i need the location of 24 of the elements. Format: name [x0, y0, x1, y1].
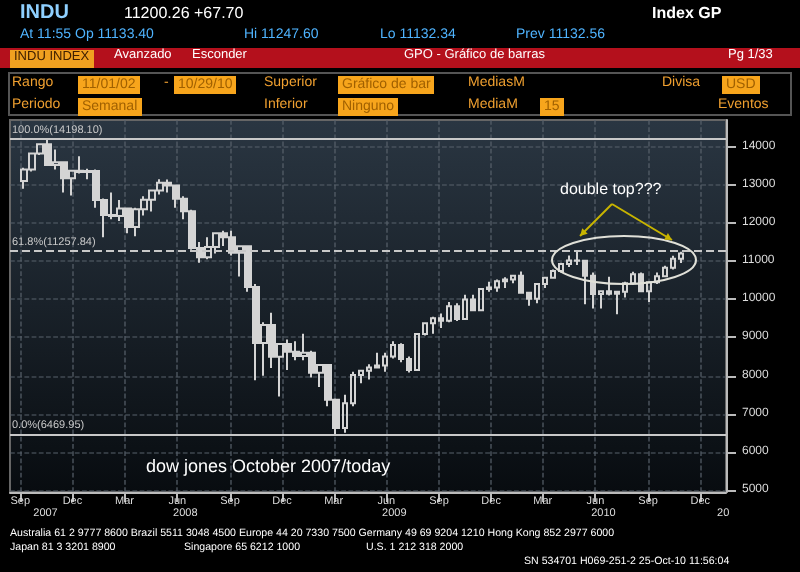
text: 11200.26 +67.70 [124, 4, 244, 22]
candlestick [646, 280, 652, 303]
candlestick [662, 264, 668, 278]
candlestick [470, 293, 476, 312]
text: Index GP [652, 4, 722, 22]
candlestick [550, 268, 556, 280]
candlestick [670, 254, 676, 271]
candlestick [478, 287, 484, 312]
candlestick [430, 315, 436, 335]
candlestick [446, 300, 452, 324]
candlestick [582, 259, 588, 306]
annotation: dow jones October 2007/today [146, 456, 391, 476]
candlestick [454, 302, 460, 323]
candlestick [558, 261, 564, 274]
candlestick [502, 276, 508, 289]
candlestick [534, 282, 540, 305]
candlestick [220, 229, 228, 247]
text: INDU [20, 2, 69, 24]
candlestick [462, 293, 468, 321]
annotation: double top??? [560, 180, 662, 198]
candlestick [654, 271, 660, 286]
candlestick [292, 340, 300, 362]
candlestick [124, 206, 132, 235]
candlestick [494, 278, 500, 293]
